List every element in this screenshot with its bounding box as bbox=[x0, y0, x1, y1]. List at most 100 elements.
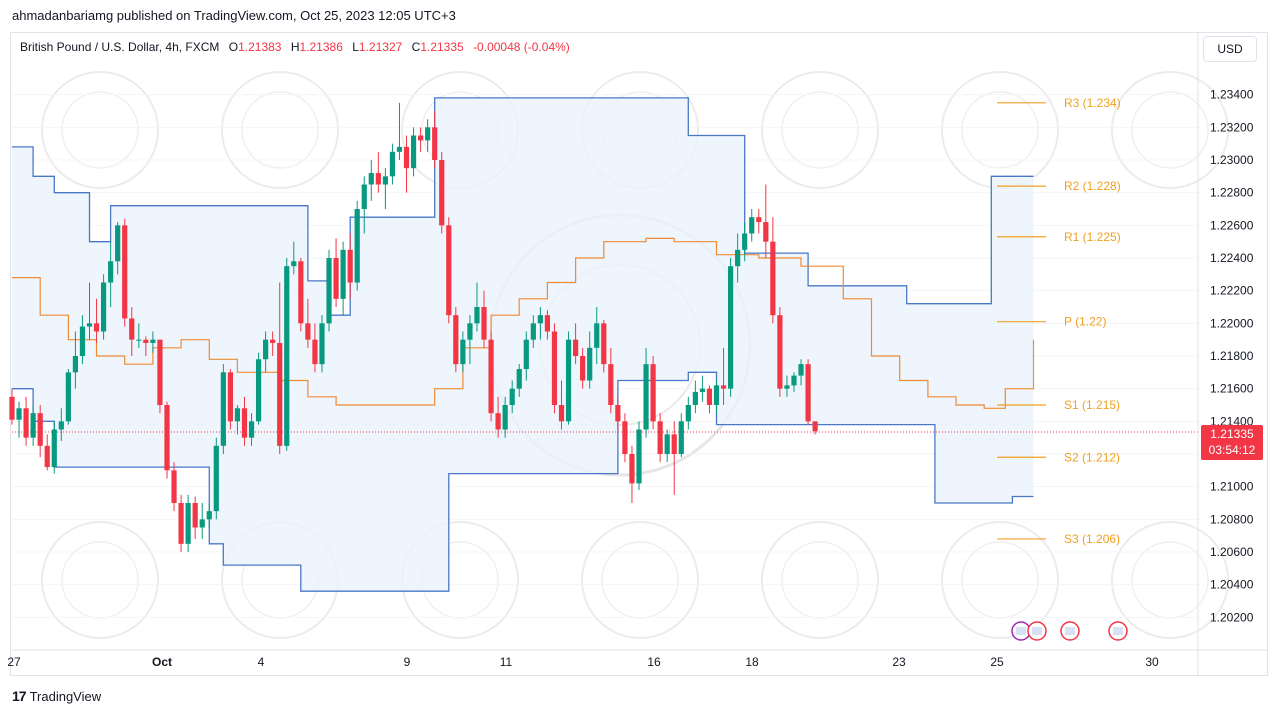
candle bbox=[742, 222, 748, 262]
candle bbox=[192, 496, 198, 539]
close-value: 1.21335 bbox=[420, 40, 464, 54]
candle bbox=[270, 331, 276, 356]
candle-body bbox=[241, 408, 248, 438]
channel-fill bbox=[12, 97, 1034, 592]
tv-logo-icon: 17 bbox=[12, 688, 27, 704]
candle-body bbox=[551, 331, 558, 405]
candle bbox=[9, 388, 15, 425]
candle-body bbox=[361, 184, 367, 209]
x-tick-label: 16 bbox=[647, 655, 661, 669]
candle bbox=[93, 298, 100, 343]
candle-body bbox=[678, 421, 684, 454]
candle bbox=[410, 127, 417, 177]
event-flag-icon bbox=[1113, 627, 1123, 635]
candle bbox=[425, 119, 431, 152]
candle bbox=[284, 258, 290, 451]
high-label: H bbox=[290, 40, 300, 54]
candle bbox=[115, 222, 121, 275]
candle-body bbox=[277, 342, 283, 446]
candle-body bbox=[523, 339, 529, 370]
watermark-ring bbox=[241, 91, 319, 169]
candle-body bbox=[37, 413, 43, 446]
candle-body bbox=[79, 326, 86, 356]
watermark-seal bbox=[941, 71, 1059, 189]
low-label: L bbox=[352, 40, 359, 54]
candle-body bbox=[100, 282, 107, 332]
pivots-layer: R3 (1.234) R2 (1.228) R1 (1.225) P (1.22) S1… bbox=[997, 96, 1121, 546]
candle bbox=[178, 494, 184, 552]
candle-body bbox=[298, 261, 304, 324]
open-label: O bbox=[228, 40, 239, 54]
candle-body bbox=[347, 249, 353, 283]
candle bbox=[615, 396, 621, 430]
y-tick-label: 1.20200 bbox=[1210, 610, 1254, 624]
x-tick-label: 11 bbox=[500, 655, 513, 669]
candle bbox=[474, 282, 480, 332]
change-value: -0.00048 (-0.04%) bbox=[473, 40, 570, 54]
candle-body bbox=[319, 323, 325, 365]
candle bbox=[601, 320, 607, 373]
tradingview-logo[interactable]: 17 TradingView bbox=[12, 688, 101, 704]
candle bbox=[523, 331, 529, 381]
watermark-seal bbox=[1111, 71, 1229, 189]
candle-body bbox=[270, 339, 276, 343]
x-tick-label: 27 bbox=[7, 655, 21, 669]
candle-body bbox=[629, 454, 635, 484]
x-tick-label: Oct bbox=[152, 655, 172, 669]
candle-body bbox=[537, 315, 543, 324]
y-tick-label: 1.22600 bbox=[1210, 218, 1254, 232]
candle bbox=[185, 494, 191, 552]
candle-body bbox=[122, 225, 128, 319]
candle bbox=[122, 218, 128, 327]
candle-body bbox=[143, 339, 149, 343]
candle-body bbox=[51, 429, 57, 468]
candle-body bbox=[150, 339, 156, 343]
chart-frame[interactable] bbox=[10, 32, 1268, 676]
candle-body bbox=[474, 307, 480, 324]
candle bbox=[749, 209, 755, 242]
candle-body bbox=[312, 339, 318, 365]
candle-body bbox=[565, 339, 572, 422]
candle bbox=[333, 238, 339, 307]
tv-brand-text: TradingView bbox=[29, 688, 102, 704]
candle-body bbox=[403, 146, 410, 169]
watermark-seal bbox=[221, 71, 339, 189]
y-tick-label: 1.22000 bbox=[1210, 316, 1254, 330]
candle-body bbox=[65, 372, 71, 422]
candle bbox=[699, 375, 706, 402]
candle bbox=[657, 413, 663, 463]
candle bbox=[241, 396, 248, 446]
candle bbox=[305, 298, 311, 348]
candle-body bbox=[178, 503, 184, 544]
watermark-seal bbox=[1111, 521, 1229, 639]
candle-body bbox=[44, 445, 50, 468]
candle-body bbox=[248, 421, 255, 438]
events-layer bbox=[1011, 621, 1128, 641]
currency-button[interactable]: USD bbox=[1203, 36, 1257, 62]
x-axis: 27 Oct 4 9 11 16 18 23 25 30 bbox=[7, 32, 1268, 676]
candle bbox=[65, 369, 71, 425]
y-tick-label: 1.20400 bbox=[1210, 578, 1254, 592]
x-tick-label: 9 bbox=[404, 655, 411, 669]
candle bbox=[213, 437, 219, 520]
candle bbox=[375, 151, 381, 193]
candle bbox=[551, 323, 558, 414]
candle-body bbox=[713, 385, 720, 405]
candle-body bbox=[340, 249, 346, 299]
candle-body bbox=[368, 173, 374, 185]
candle-body bbox=[439, 160, 445, 226]
candle-body bbox=[791, 375, 797, 386]
x-tick-label: 30 bbox=[1145, 655, 1159, 669]
candle bbox=[650, 356, 656, 430]
watermark-layer bbox=[41, 71, 1229, 639]
candle bbox=[791, 372, 797, 392]
candle bbox=[23, 396, 29, 446]
candle bbox=[573, 323, 579, 365]
close-label: C bbox=[411, 40, 421, 54]
watermark-ring bbox=[1131, 91, 1209, 169]
candle bbox=[51, 421, 57, 474]
watermark-ring bbox=[1131, 541, 1209, 619]
candle-body bbox=[587, 347, 593, 381]
candle-body bbox=[727, 266, 734, 389]
